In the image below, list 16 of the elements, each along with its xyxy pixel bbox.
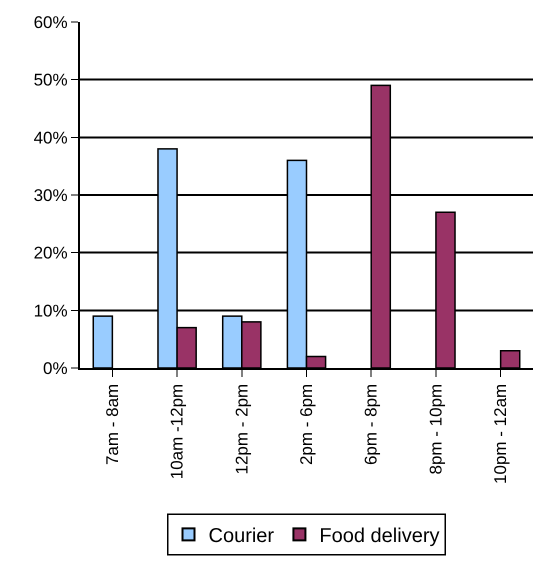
y-tick-label: 60%	[34, 12, 68, 32]
y-tick-label: 50%	[34, 70, 68, 90]
x-tick-label: 6pm - 8pm	[362, 384, 381, 466]
y-tick-label: 30%	[34, 186, 68, 205]
x-tick-label: 2pm - 6pm	[297, 384, 316, 466]
legend-label: Courier	[208, 525, 274, 548]
x-tick-label: 7am - 8am	[102, 384, 122, 466]
x-tick-label: 12pm - 2pm	[232, 384, 252, 475]
y-tick-label: 10%	[34, 301, 68, 320]
y-tick-label: 0%	[43, 358, 68, 378]
x-tick-label: 8pm - 10pm	[426, 384, 446, 475]
x-tick-label: 10am -12pm	[168, 384, 187, 480]
legend-label: Food delivery	[319, 525, 440, 548]
y-tick-label: 20%	[34, 244, 68, 263]
x-tick-label: 10pm - 12am	[491, 384, 510, 484]
y-tick-label: 40%	[34, 128, 68, 148]
